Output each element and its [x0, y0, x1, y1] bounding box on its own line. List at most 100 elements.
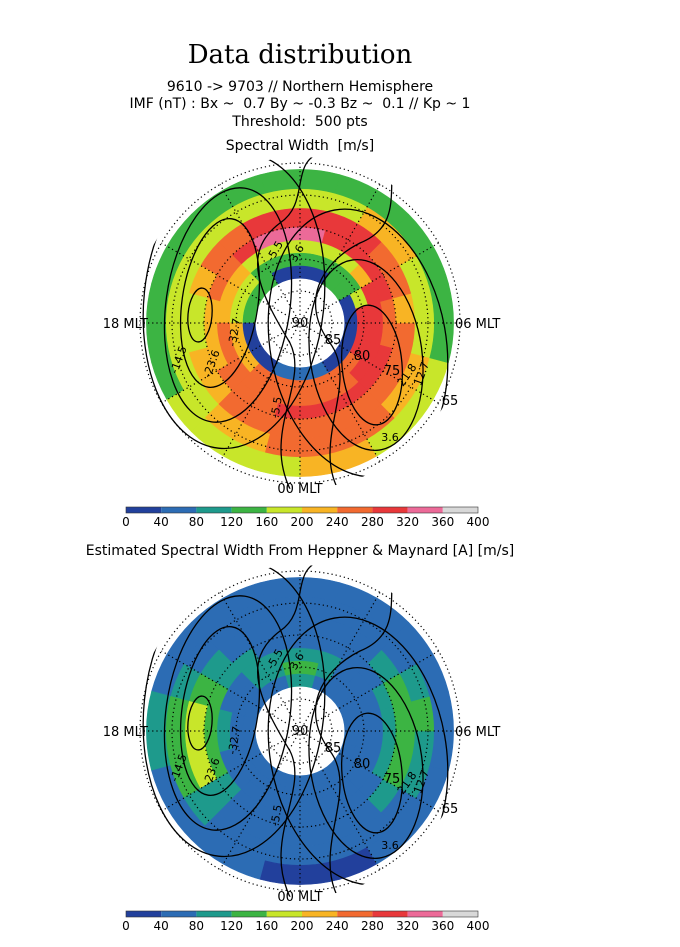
threshold-line: Threshold: 500 pts [232, 114, 368, 130]
imf-line: IMF (nT) : Bx ~ 0.7 By ~ -0.3 Bz ~ 0.1 /… [129, 96, 471, 112]
colorbar-tick-label: 240 [326, 919, 349, 933]
contour-label: -5.5 [268, 804, 285, 827]
heatmap-cells [146, 577, 454, 885]
mlt-label-00: 00 MLT [277, 482, 322, 497]
figure-title: Data distribution [187, 40, 413, 70]
heatmap-cell [392, 700, 416, 732]
latitude-label: 80 [354, 757, 371, 772]
contour-label: 3.6 [381, 431, 399, 444]
heatmap-cell [299, 415, 331, 439]
polar-plot-2: -32.7-23.6-14.5-5.5 3.612.721.8-5.53.6908… [103, 565, 500, 933]
contour-line [314, 157, 401, 489]
polar-grid [139, 162, 461, 484]
colorbar-tick-label: 280 [361, 919, 384, 933]
latitude-circle [235, 666, 365, 796]
contour-line [142, 157, 326, 450]
colorbar-tick-label: 360 [431, 919, 454, 933]
colorbar-tick-label: 280 [361, 515, 384, 529]
colorbar-swatch [407, 911, 443, 917]
colorbar-swatch [372, 507, 408, 513]
latitude-circle [171, 194, 429, 452]
colorbar-swatch [231, 911, 267, 917]
contour-line [163, 187, 293, 423]
plot2-title: Estimated Spectral Width From Heppner & … [85, 543, 515, 559]
colorbar-swatch [372, 911, 408, 917]
contour-label: -5.5 [268, 396, 285, 419]
latitude-circle [235, 258, 365, 388]
latitude-circle [267, 290, 333, 356]
period-line: 9610 -> 9703 // Northern Hemisphere [166, 79, 434, 95]
mlt-label-06: 06 MLT [455, 725, 500, 740]
contour-label: -32.7 [226, 317, 244, 347]
contour-line [163, 595, 293, 831]
colorbar-tick-label: 120 [220, 515, 243, 529]
colorbar-swatch [126, 911, 162, 917]
colorbar: 0 40 80 120 160 200 240 280 320 360 400 [122, 506, 490, 529]
contour-line [341, 304, 403, 426]
mlt-label-18: 18 MLT [103, 317, 148, 332]
colorbar-tick-label: 40 [154, 515, 169, 529]
latitude-label: 75 [384, 364, 401, 379]
contour-label: -32.7 [226, 725, 244, 755]
colorbar-swatch [337, 911, 373, 917]
colorbar-swatch [302, 507, 338, 513]
colorbar-tick-label: 160 [255, 515, 278, 529]
colorbar-tick-label: 400 [467, 515, 490, 529]
contour-line [308, 258, 424, 452]
contour-line [187, 695, 213, 751]
mlt-label-00: 00 MLT [277, 890, 322, 905]
colorbar-tick-label: 200 [291, 515, 314, 529]
colorbar-tick-label: 320 [396, 919, 419, 933]
mlt-label-06: 06 MLT [455, 317, 500, 332]
contour-line [187, 287, 213, 343]
colorbar-tick-label: 80 [189, 919, 204, 933]
mlt-label-18: 18 MLT [103, 725, 148, 740]
contours [142, 157, 449, 489]
contour-label: 3.6 [381, 839, 399, 852]
latitude-circle [171, 602, 429, 860]
latitude-label: 90 [292, 724, 309, 739]
colorbar-swatch [161, 507, 197, 513]
colorbar-tick-label: 0 [122, 515, 130, 529]
colorbar: 0 40 80 120 160 200 240 280 320 360 400 [122, 910, 490, 933]
contour-line [308, 666, 424, 860]
colorbar-tick-label: 240 [326, 515, 349, 529]
colorbar-tick-label: 0 [122, 919, 130, 933]
colorbar-swatch [337, 507, 373, 513]
heatmap-cell [299, 823, 331, 847]
contour-line [256, 157, 321, 489]
contours [142, 565, 449, 897]
colorbar-swatch [161, 911, 197, 917]
colorbar-swatch [442, 507, 478, 513]
latitude-circle [267, 698, 333, 764]
heatmap-cell [259, 452, 301, 477]
mlt-line [219, 184, 381, 462]
plot1-title: Spectral Width [m/s] [225, 138, 375, 154]
latitude-label: 85 [325, 741, 342, 756]
colorbar-swatch [266, 507, 302, 513]
colorbar-tick-label: 360 [431, 515, 454, 529]
colorbar-swatch [126, 507, 162, 513]
colorbar-tick-label: 400 [467, 919, 490, 933]
heatmap-cell [259, 860, 301, 885]
mlt-line [219, 592, 381, 870]
latitude-label: 80 [354, 349, 371, 364]
colorbar-swatch [442, 911, 478, 917]
colorbar-swatch [196, 911, 232, 917]
polar-grid [139, 570, 461, 892]
colorbar-swatch [302, 911, 338, 917]
contour-line [179, 218, 261, 388]
contour-line [256, 565, 321, 897]
contour-line [314, 565, 401, 897]
latitude-label: 85 [325, 333, 342, 348]
colorbar-tick-label: 80 [189, 515, 204, 529]
contour-line [341, 712, 403, 834]
colorbar-swatch [407, 507, 443, 513]
colorbar-swatch [196, 507, 232, 513]
latitude-label: 90 [292, 316, 309, 331]
colorbar-swatch [231, 507, 267, 513]
colorbar-tick-label: 200 [291, 919, 314, 933]
colorbar-tick-label: 120 [220, 919, 243, 933]
polar-plot-1: -32.7-23.6-14.5-5.5 3.612.721.8-5.53.6908… [103, 157, 500, 529]
